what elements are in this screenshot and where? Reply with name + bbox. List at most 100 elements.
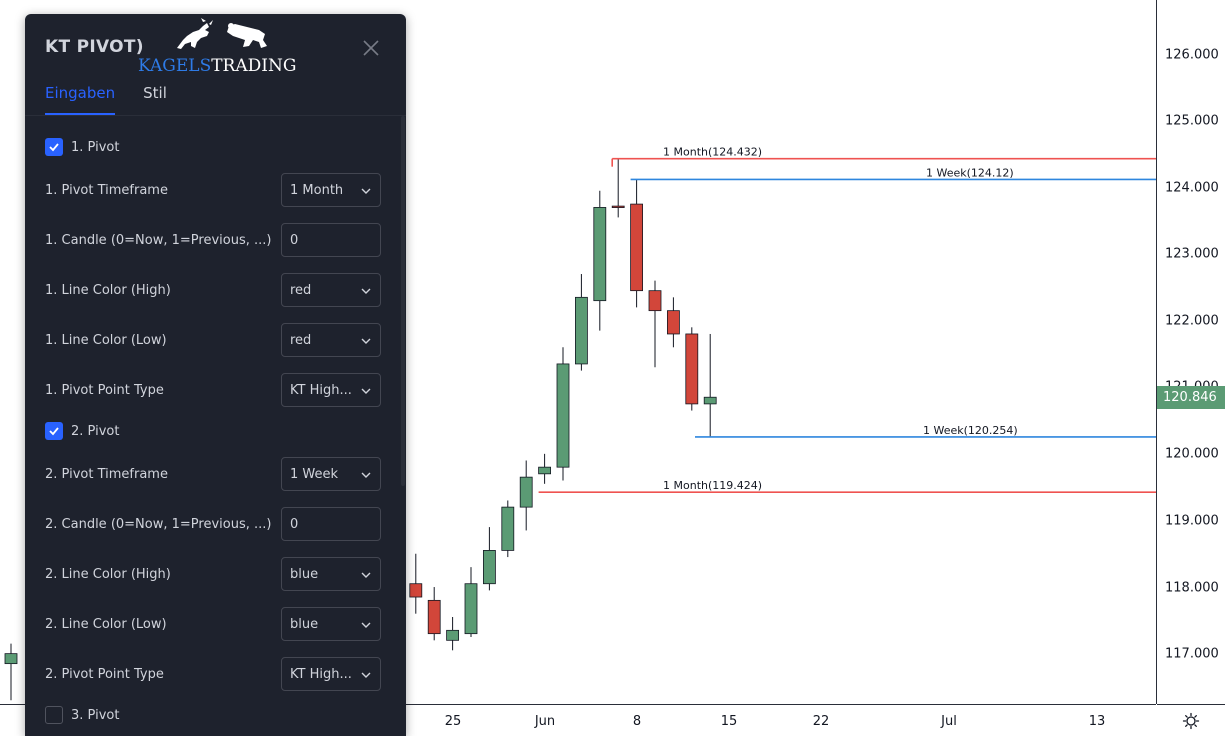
candle-body bbox=[427, 599, 441, 635]
candlestick-chart[interactable]: 1 Month(124.432) 1 Week(124.12) 1 Week(120… bbox=[0, 0, 1156, 704]
field-label: 2. Candle (0=Now, 1=Previous, ...) bbox=[45, 516, 272, 532]
candle-body bbox=[630, 203, 643, 292]
field-label: 1. Line Color (Low) bbox=[45, 332, 167, 348]
price-label: 118.000 bbox=[1165, 580, 1219, 596]
candle-body bbox=[519, 476, 533, 508]
tabs-divider bbox=[25, 115, 406, 116]
kagels-trading-logo: KAGELSTRADING bbox=[138, 18, 296, 78]
field-label: 2. Pivot Point Type bbox=[45, 666, 164, 682]
candle-body bbox=[501, 506, 515, 551]
indicator-settings-dialog: KT PIVOT) KAGELSTRADING Eingaben Stil 1.… bbox=[25, 14, 406, 736]
dialog-title: KT PIVOT) bbox=[45, 37, 144, 57]
time-label: Jun bbox=[534, 714, 556, 729]
time-label: 15 bbox=[720, 714, 738, 729]
pivot-2-timeframe-row: 2. Pivot Timeframe 1 Week bbox=[45, 457, 381, 491]
time-label: 25 bbox=[444, 714, 462, 729]
price-label: 122.000 bbox=[1165, 313, 1219, 329]
chevron-down-icon bbox=[361, 188, 371, 194]
pivot-1-type-select[interactable]: KT High... bbox=[281, 373, 381, 407]
candle-body bbox=[593, 207, 607, 302]
field-label: 1. Line Color (High) bbox=[45, 282, 171, 298]
pivot-2-type-select[interactable]: KT High... bbox=[281, 657, 381, 691]
pivot-1-timeframe-select[interactable]: 1 Month bbox=[281, 173, 381, 207]
pivot-2-type-row: 2. Pivot Point Type KT High... bbox=[45, 657, 381, 691]
candle-body bbox=[409, 583, 423, 598]
pivot-1-checkbox[interactable] bbox=[45, 138, 63, 156]
price-label: 123.000 bbox=[1165, 246, 1219, 262]
pivot-3-label: 3. Pivot bbox=[71, 707, 120, 723]
pivot-1-timeframe-row: 1. Pivot Timeframe 1 Month bbox=[45, 173, 381, 207]
pivot-2-color-high-select[interactable]: blue bbox=[281, 557, 381, 591]
price-label: 126.000 bbox=[1165, 47, 1219, 63]
field-label: 1. Pivot Timeframe bbox=[45, 182, 168, 198]
chevron-down-icon bbox=[361, 288, 371, 294]
candle-body bbox=[575, 296, 588, 365]
candle-body bbox=[648, 290, 662, 312]
pivot-2-checkbox[interactable] bbox=[45, 422, 63, 440]
chevron-down-icon bbox=[361, 388, 371, 394]
candle-body bbox=[482, 550, 496, 585]
time-label: 22 bbox=[812, 714, 830, 729]
chevron-down-icon bbox=[361, 622, 371, 628]
field-label: 1. Pivot Point Type bbox=[45, 382, 164, 398]
tab-stil[interactable]: Stil bbox=[143, 84, 167, 102]
current-price-badge: 120.846 bbox=[1157, 386, 1225, 409]
pivot-2-timeframe-select[interactable]: 1 Week bbox=[281, 457, 381, 491]
chart-settings-button[interactable] bbox=[1157, 704, 1225, 736]
dialog-tabs: Eingaben Stil bbox=[45, 84, 195, 116]
pivot-1-candle-input[interactable]: 0 bbox=[281, 223, 381, 257]
time-label: 13 bbox=[1088, 714, 1106, 729]
pivot-1-color-low-row: 1. Line Color (Low) red bbox=[45, 323, 381, 357]
logo-text: KAGELSTRADING bbox=[138, 56, 297, 76]
pivot-1-label: 1. Pivot bbox=[71, 139, 120, 155]
pivot-2-label: 2. Pivot bbox=[71, 423, 120, 439]
pivot-label: 1 Week(120.254) bbox=[923, 424, 1018, 437]
field-label: 1. Candle (0=Now, 1=Previous, ...) bbox=[45, 232, 272, 248]
candle-body bbox=[703, 396, 717, 405]
price-label: 117.000 bbox=[1165, 646, 1219, 662]
chevron-down-icon bbox=[361, 338, 371, 344]
pivot-2-candle-row: 2. Candle (0=Now, 1=Previous, ...) 0 bbox=[45, 507, 381, 541]
pivot-3-toggle[interactable]: 3. Pivot bbox=[45, 705, 119, 725]
price-label: 124.000 bbox=[1165, 180, 1219, 196]
pivot-2-color-low-select[interactable]: blue bbox=[281, 607, 381, 641]
pivot-1-color-high-row: 1. Line Color (High) red bbox=[45, 273, 381, 307]
pivot-1-type-row: 1. Pivot Point Type KT High... bbox=[45, 373, 381, 407]
pivot-2-toggle[interactable]: 2. Pivot bbox=[45, 421, 119, 441]
candle-body bbox=[611, 205, 625, 208]
candle-body bbox=[685, 333, 699, 405]
candle-body bbox=[446, 629, 460, 641]
pivot-1-toggle[interactable]: 1. Pivot bbox=[45, 137, 119, 157]
pivot-1-color-high-select[interactable]: red bbox=[281, 273, 381, 307]
pivot-3-checkbox[interactable] bbox=[45, 706, 63, 724]
bull-bear-icon bbox=[177, 18, 267, 49]
pivot-2-color-high-row: 2. Line Color (High) blue bbox=[45, 557, 381, 591]
pivot-label: 1 Week(124.12) bbox=[926, 166, 1014, 179]
pivot-label: 1 Month(119.424) bbox=[663, 479, 762, 492]
price-axis[interactable]: 126.000 125.000 124.000 123.000 122.000 … bbox=[1156, 0, 1225, 704]
gear-icon bbox=[1182, 712, 1200, 729]
price-label: 119.000 bbox=[1165, 513, 1219, 529]
candle-body bbox=[556, 363, 570, 468]
candle-body bbox=[538, 466, 551, 475]
pivot-1-color-low-select[interactable]: red bbox=[281, 323, 381, 357]
time-label: Jul bbox=[941, 714, 957, 729]
pivot-2-color-low-row: 2. Line Color (Low) blue bbox=[45, 607, 381, 641]
time-label: 8 bbox=[632, 714, 642, 729]
pivot-1-candle-row: 1. Candle (0=Now, 1=Previous, ...) 0 bbox=[45, 223, 381, 257]
field-label: 2. Line Color (Low) bbox=[45, 616, 167, 632]
price-label: 125.000 bbox=[1165, 113, 1219, 129]
dialog-scrollbar[interactable] bbox=[401, 116, 405, 486]
price-label: 120.000 bbox=[1165, 446, 1219, 462]
field-label: 2. Line Color (High) bbox=[45, 566, 171, 582]
chevron-down-icon bbox=[361, 572, 371, 578]
candle-body bbox=[667, 310, 680, 335]
tab-eingaben[interactable]: Eingaben bbox=[45, 84, 116, 116]
field-label: 2. Pivot Timeframe bbox=[45, 466, 168, 482]
candle-body bbox=[464, 583, 478, 635]
chevron-down-icon bbox=[361, 472, 371, 478]
close-icon[interactable] bbox=[361, 38, 381, 58]
pivot-2-candle-input[interactable]: 0 bbox=[281, 507, 381, 541]
checkmark-icon bbox=[49, 143, 59, 152]
chevron-down-icon bbox=[361, 672, 371, 678]
